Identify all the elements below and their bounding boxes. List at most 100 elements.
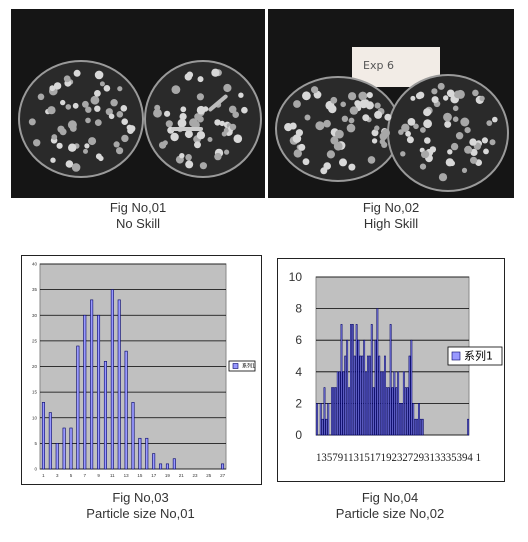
solder-ball [199,162,207,170]
solder-ball [460,117,470,127]
solder-ball [165,120,173,128]
legend-label: 系列1 [242,363,255,370]
solder-ball [371,129,379,137]
bar [389,324,392,436]
solder-ball [374,110,383,119]
bar [391,387,394,436]
bar [165,463,169,470]
x-tick-label: 13 [124,473,130,478]
solder-ball [423,108,432,117]
bar [323,387,326,436]
bar [152,453,156,470]
solder-ball [224,149,230,155]
legend-swatch [451,351,461,361]
solder-ball [381,128,390,138]
bar [355,324,358,436]
solder-ball [185,160,194,169]
solder-ball [346,123,356,133]
caption-fig1: Fig No,01 No Skill [11,200,265,232]
solder-ball [177,118,187,128]
solder-ball [298,143,306,151]
solder-ball [238,92,244,98]
fig4-label: Particle size No,02 [335,506,445,521]
bar [408,355,411,436]
solder-ball [116,111,124,118]
solder-ball [229,123,237,131]
solder-ball [461,167,468,173]
bar [419,418,422,436]
solder-ball [121,118,128,125]
solder-ball [72,102,79,109]
bar [48,412,52,470]
solder-ball [444,120,452,128]
solder-ball [366,92,373,99]
solder-ball [413,123,419,130]
solder-ball [431,96,439,104]
bar [361,355,364,436]
bar [338,371,341,436]
solder-ball [479,95,485,102]
solder-ball [401,123,410,132]
solder-ball [302,158,310,166]
solder-ball [295,129,303,137]
bar [334,387,337,436]
bar [399,403,401,436]
solder-ball [185,154,192,161]
bar [387,387,390,436]
solder-ball [455,132,464,140]
solder-ball [184,130,193,139]
bar [138,437,142,470]
solder-ball [84,143,90,149]
bar [110,289,114,470]
legend [447,346,503,366]
solder-ball [483,148,489,155]
solder-ball [60,99,66,106]
solder-ball [179,153,185,159]
bar [378,355,381,436]
solder-ball [374,102,381,109]
solder-ball [367,156,376,164]
y-tick-label: 30 [32,313,38,318]
solder-ball [103,85,111,92]
chart2-svg: 0 2 4 6 8 10 13579113151719232729313335394 1 系列… [289,270,503,464]
y-tick-label: 4 [295,365,302,379]
solder-ball [71,163,81,172]
solder-ball [339,158,347,167]
x-tick-label: 1 [42,473,45,478]
solder-ball [228,105,237,114]
solder-ball [443,112,452,122]
solder-ball [223,83,232,93]
solder-ball [323,162,331,170]
bar [346,339,349,436]
solder-ball [57,125,65,133]
solder-ball [232,111,239,118]
solder-ball [407,118,416,126]
bar [90,299,94,470]
solder-bar [171,127,203,131]
solder-ball [340,101,346,108]
bar [368,355,371,436]
x-tick-label: 3 [56,473,59,478]
solder-ball [180,106,187,113]
solder-ball [464,127,471,134]
bar [385,387,388,436]
solder-ball [233,134,243,143]
solder-ball [73,69,81,77]
solder-ball [384,113,392,121]
y-tick-label: 5 [34,441,37,446]
caption-fig3: Fig No,03 Particle size No,01 [21,490,260,522]
solder-ball [330,136,339,145]
solder-ball [194,141,201,149]
solder-ball [53,82,62,90]
solder-balls [284,82,498,182]
solder-ball [330,96,338,104]
bar [395,387,398,436]
solder-ball [489,139,496,146]
fig2-label: High Skill [363,216,419,231]
bar [319,403,322,436]
solder-ball [311,86,319,94]
fig1-number: Fig No,01 [109,200,167,215]
bar [62,427,66,470]
bar [367,355,369,436]
solder-ball [341,115,349,123]
